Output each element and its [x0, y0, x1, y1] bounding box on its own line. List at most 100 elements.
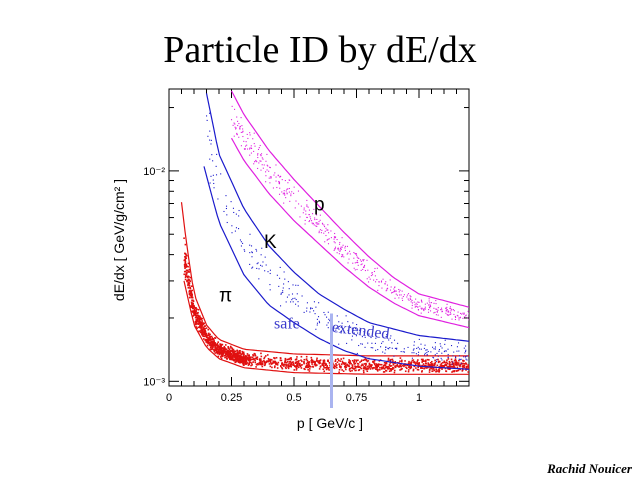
pion-point: [353, 359, 356, 361]
proton-point: [325, 227, 327, 229]
pion-point: [215, 347, 218, 349]
pion-point: [250, 364, 252, 367]
region-label-extended: extended: [331, 319, 390, 343]
pion-point: [425, 366, 427, 369]
proton-point: [346, 245, 348, 247]
proton-point: [446, 310, 448, 312]
pion-point: [188, 282, 191, 284]
pion-point: [284, 366, 287, 369]
pion-point: [229, 352, 232, 355]
pion-point: [453, 359, 456, 362]
kaon-point: [257, 262, 259, 264]
pion-point: [348, 361, 350, 363]
pion-point: [183, 265, 186, 268]
pion-point: [443, 360, 445, 363]
pion-point: [242, 362, 244, 364]
proton-point: [249, 147, 251, 149]
pion-point: [219, 344, 222, 346]
pion-point: [272, 362, 274, 365]
pion-point: [281, 362, 283, 365]
pion-point: [203, 325, 206, 327]
kaon-point: [232, 207, 235, 209]
pion-point: [373, 363, 376, 366]
proton-point: [373, 270, 376, 273]
proton-point: [336, 252, 338, 254]
kaon-point: [297, 301, 299, 303]
kaon-point: [212, 179, 214, 181]
pion-point: [383, 371, 386, 373]
kaon-point: [426, 352, 428, 354]
kaon-point: [206, 119, 208, 121]
proton-point: [303, 209, 305, 211]
kaon-point: [209, 130, 211, 132]
pion-point: [214, 342, 217, 345]
pion-point: [342, 370, 345, 372]
pion-point: [283, 363, 285, 366]
pion-point: [364, 366, 367, 369]
pion-point: [218, 346, 220, 348]
pion-point: [461, 369, 464, 371]
pion-point: [207, 342, 210, 345]
pion-point: [373, 359, 376, 362]
pion-point: [363, 358, 366, 361]
proton-point: [357, 261, 359, 264]
kaon-point: [356, 323, 358, 326]
pion-point: [247, 359, 250, 362]
pion-point: [290, 358, 293, 361]
pion-point: [376, 364, 378, 366]
pion-point: [234, 361, 237, 364]
pion-point: [314, 363, 317, 366]
x-tick-label: 1: [416, 392, 422, 404]
proton-point: [233, 135, 235, 137]
pion-point: [238, 353, 240, 355]
pion-point: [243, 362, 245, 365]
pion-point: [455, 361, 458, 363]
pion-point: [408, 360, 410, 363]
pion-point: [231, 349, 234, 351]
pion-point: [199, 323, 202, 325]
proton-point: [234, 126, 236, 128]
kaon-point: [375, 334, 377, 336]
kaon-point: [403, 351, 406, 353]
pion-point: [450, 365, 453, 368]
proton-point: [284, 193, 286, 195]
kaon-point: [206, 115, 208, 117]
proton-point: [430, 305, 432, 307]
pion-point: [343, 365, 346, 368]
proton-point: [237, 124, 239, 127]
proton-point: [362, 260, 364, 262]
pion-point: [242, 360, 245, 363]
pion-point: [349, 360, 351, 362]
proton-point: [401, 290, 403, 292]
pion-point: [192, 311, 194, 314]
proton-point: [339, 241, 341, 244]
pion-point: [191, 305, 194, 308]
pion-point: [276, 363, 278, 366]
kaon-point: [210, 175, 212, 177]
proton-point: [289, 179, 291, 181]
proton-point: [260, 160, 262, 162]
pion-point: [236, 353, 238, 356]
pion-point: [209, 336, 211, 338]
kaon-point: [207, 135, 209, 137]
kaon-point: [223, 210, 225, 213]
kaon-point: [283, 271, 285, 273]
pion-point: [266, 360, 268, 363]
kaon-point: [370, 347, 372, 349]
pion-point: [422, 358, 424, 361]
proton-point: [420, 307, 422, 309]
kaon-point: [434, 346, 437, 348]
pion-point: [233, 350, 236, 353]
proton-point: [239, 128, 241, 130]
proton-point: [330, 230, 332, 232]
pion-point: [195, 312, 197, 314]
kaon-point: [279, 277, 281, 279]
pion-point: [233, 354, 236, 356]
kaon-point: [317, 316, 320, 318]
pion-point: [197, 314, 199, 317]
pion-point: [217, 350, 220, 353]
pion-point: [440, 362, 443, 365]
pion-point: [384, 364, 386, 366]
proton-point: [245, 141, 247, 143]
pion-point: [392, 362, 395, 364]
